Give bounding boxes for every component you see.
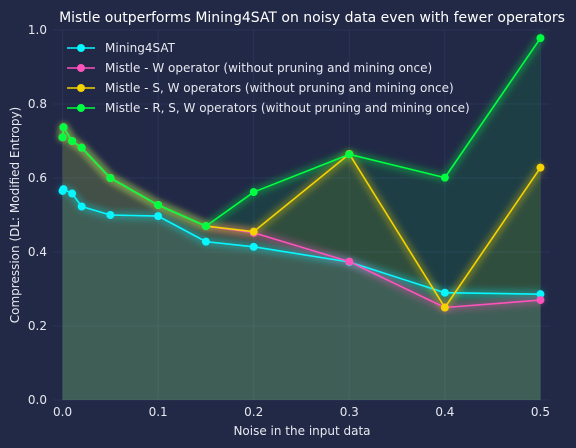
data-point bbox=[536, 290, 545, 299]
y-axis-title: Compression (DL: Modified Entropy) bbox=[8, 107, 22, 323]
data-point bbox=[59, 185, 68, 194]
x-tick-label: 0.5 bbox=[531, 405, 550, 419]
legend-marker-3 bbox=[77, 104, 85, 112]
chart-title: Mistle outperforms Mining4SAT on noisy d… bbox=[59, 10, 565, 26]
y-tick-label: 0.2 bbox=[28, 319, 47, 333]
data-point bbox=[345, 150, 354, 159]
data-point bbox=[536, 296, 545, 305]
data-point bbox=[106, 211, 115, 219]
data-point bbox=[201, 237, 210, 246]
legend-marker-2 bbox=[77, 84, 85, 92]
data-point bbox=[77, 202, 86, 211]
legend: Mining4SAT Mistle - W operator (without p… bbox=[67, 41, 470, 115]
data-point bbox=[536, 34, 545, 43]
data-point bbox=[440, 173, 449, 182]
x-tick-label: 0.3 bbox=[340, 405, 359, 419]
y-tick-label: 0.8 bbox=[28, 97, 47, 111]
data-point bbox=[68, 189, 77, 198]
legend-marker-1 bbox=[77, 64, 85, 72]
y-tick-label: 1.0 bbox=[28, 23, 47, 37]
x-axis-ticks: 0.0 0.1 0.2 0.3 0.4 0.5 bbox=[53, 405, 550, 419]
legend-marker-0 bbox=[77, 44, 85, 52]
legend-label-2: Mistle - S, W operators (without pruning… bbox=[105, 81, 454, 95]
y-tick-label: 0.0 bbox=[28, 393, 47, 407]
y-tick-label: 0.6 bbox=[28, 171, 47, 185]
data-point bbox=[249, 227, 258, 236]
data-point bbox=[345, 257, 354, 266]
data-point bbox=[249, 188, 258, 197]
data-point bbox=[201, 222, 210, 231]
y-tick-label: 0.4 bbox=[28, 245, 47, 259]
series-area-2 bbox=[62, 127, 541, 400]
x-axis-title: Noise in the input data bbox=[233, 424, 370, 438]
data-point bbox=[440, 288, 449, 297]
series-area-0 bbox=[62, 189, 541, 400]
y-axis-ticks: 0.0 0.2 0.4 0.6 0.8 1.0 bbox=[28, 23, 47, 407]
data-point bbox=[77, 143, 86, 152]
legend-label-0: Mining4SAT bbox=[105, 41, 176, 55]
data-point bbox=[68, 137, 77, 145]
legend-label-1: Mistle - W operator (without pruning and… bbox=[105, 61, 432, 75]
series-area-3 bbox=[62, 38, 541, 400]
series-area-1 bbox=[62, 127, 541, 400]
data-point bbox=[154, 201, 163, 210]
area-fills bbox=[62, 38, 541, 400]
x-tick-label: 0.0 bbox=[53, 405, 72, 419]
x-tick-label: 0.2 bbox=[244, 405, 263, 419]
data-point bbox=[59, 123, 68, 132]
x-tick-label: 0.4 bbox=[435, 405, 454, 419]
data-point bbox=[154, 212, 163, 221]
data-point bbox=[536, 163, 545, 172]
series-markers bbox=[58, 34, 545, 312]
data-point bbox=[249, 242, 258, 251]
legend-label-3: Mistle - R, S, W operators (without prun… bbox=[105, 101, 470, 115]
data-point bbox=[106, 174, 115, 182]
data-point bbox=[58, 133, 67, 142]
x-tick-label: 0.1 bbox=[149, 405, 168, 419]
data-point bbox=[440, 303, 449, 312]
